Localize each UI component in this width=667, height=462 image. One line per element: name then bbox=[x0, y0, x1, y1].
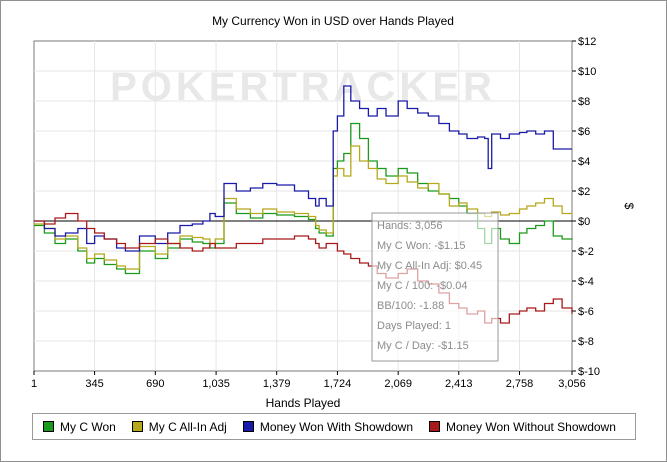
x-tick-label: 1,379 bbox=[263, 378, 291, 390]
x-tick-label: 1,035 bbox=[202, 378, 230, 390]
y-tick-label: $-6 bbox=[578, 306, 594, 318]
x-tick-label: 690 bbox=[146, 378, 164, 390]
tooltip-line: Days Played: 1 bbox=[377, 320, 451, 332]
hover-tooltip: Hands: 3,056 My C Won: -$1.15 My C All-In … bbox=[371, 212, 499, 362]
y-tick-label: $-4 bbox=[578, 276, 594, 288]
x-tick-label: 1 bbox=[31, 378, 37, 390]
legend-label: My C Won bbox=[60, 419, 116, 434]
y-tick-label: $8 bbox=[578, 96, 590, 108]
y-tick-label: $0 bbox=[578, 216, 590, 228]
chart-title: My Currency Won in USD over Hands Played bbox=[212, 14, 454, 28]
legend: My C Won My C All-In Adj Money Won With Sh… bbox=[32, 413, 636, 440]
y-axis-ticks: $12 $10 $8 $6 $4 $2 $0 $-2 $-4 $-6 $-8 $-10 bbox=[572, 36, 600, 378]
y-tick-label: $-10 bbox=[578, 366, 600, 378]
tooltip-line: My C All-In Adj: $0.45 bbox=[377, 260, 482, 272]
tooltip-line: BB/100: -1.88 bbox=[377, 300, 444, 312]
series-line-3 bbox=[34, 85, 572, 252]
y-tick-label: $6 bbox=[578, 126, 590, 138]
y-axis-title: $ bbox=[622, 203, 636, 210]
legend-item-2[interactable]: My C All-In Adj bbox=[131, 419, 227, 434]
legend-label: My C All-In Adj bbox=[148, 419, 227, 434]
legend-label: Money Won Without Showdown bbox=[446, 419, 616, 434]
watermark-logo: POKERTRACKER bbox=[110, 65, 496, 109]
legend-swatch bbox=[131, 421, 143, 432]
y-tick-label: $-2 bbox=[578, 246, 594, 258]
legend-label: Money Won With Showdown bbox=[259, 419, 414, 434]
tooltip-line: My C / 100: -$0.04 bbox=[377, 280, 468, 292]
tooltip-box bbox=[371, 212, 499, 362]
y-tick-label: $12 bbox=[578, 36, 596, 48]
tooltip-line: My C Won: -$1.15 bbox=[377, 240, 465, 252]
x-tick-label: 345 bbox=[85, 378, 103, 390]
y-tick-label: $4 bbox=[578, 156, 590, 168]
legend-swatch bbox=[429, 421, 441, 432]
legend-swatch bbox=[242, 421, 254, 432]
y-tick-label: $-8 bbox=[578, 336, 594, 348]
y-tick-label: $10 bbox=[578, 66, 596, 78]
y-tick-label: $2 bbox=[578, 186, 590, 198]
x-axis-title: Hands Played bbox=[266, 396, 341, 410]
legend-item-3[interactable]: Money Won With Showdown bbox=[242, 419, 414, 434]
x-tick-label: 2,413 bbox=[445, 378, 473, 390]
x-tick-label: 2,758 bbox=[506, 378, 534, 390]
x-tick-label: 2,069 bbox=[384, 378, 412, 390]
tooltip-line: My C / Day: -$1.15 bbox=[377, 340, 469, 352]
x-tick-label: 3,056 bbox=[558, 378, 586, 390]
tooltip-line: Hands: 3,056 bbox=[377, 220, 442, 232]
legend-swatch bbox=[43, 421, 54, 432]
x-axis-ticks: 1 345 690 1,035 1,379 1,724 2,069 2,413 2,758 3,0… bbox=[31, 371, 586, 390]
x-tick-label: 1,724 bbox=[324, 378, 352, 390]
legend-item-4[interactable]: Money Won Without Showdown bbox=[429, 420, 616, 434]
legend-item-1[interactable]: My C Won bbox=[43, 420, 116, 434]
